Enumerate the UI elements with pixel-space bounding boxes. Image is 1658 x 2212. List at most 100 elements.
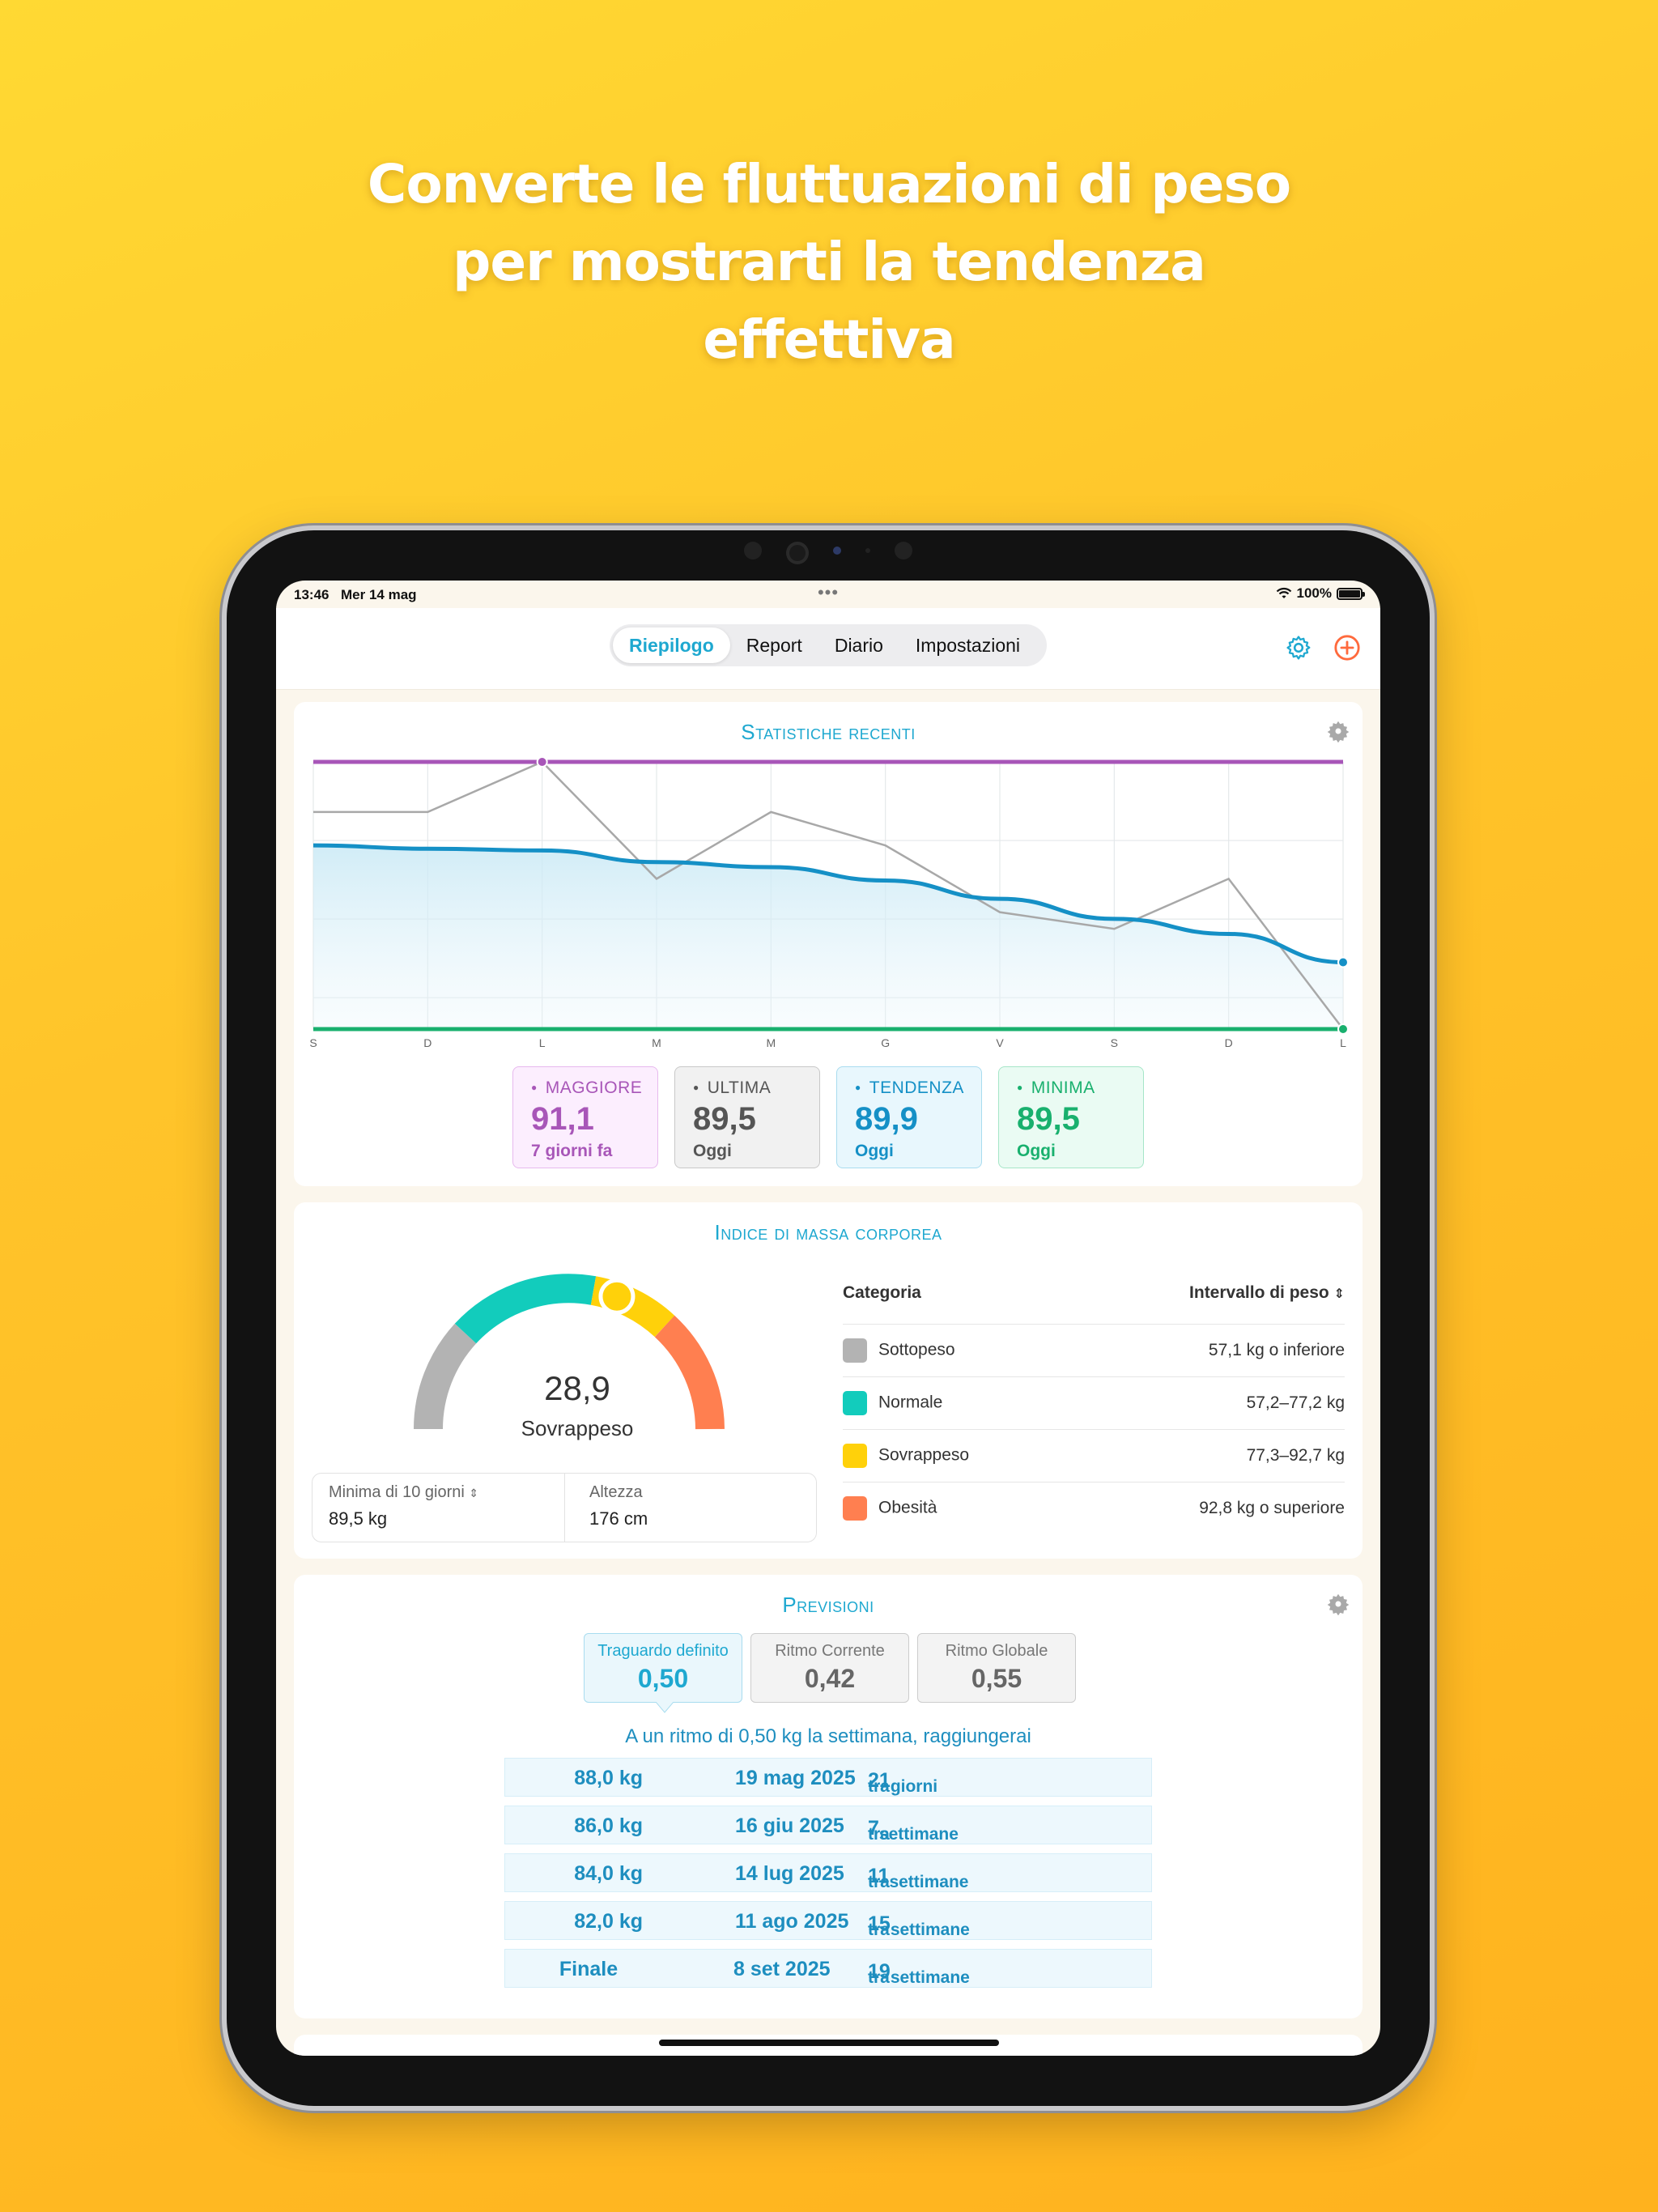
projection-remaining: tra 21 giorni (868, 1769, 937, 1796)
x-tick-label: S (1111, 1036, 1118, 1049)
rate-tab-value: 0,42 (804, 1664, 856, 1693)
remaining-num: 19 (868, 1960, 891, 1983)
raw-weight-series (313, 760, 1344, 1030)
stat-last-value: 89,5 (693, 1101, 756, 1137)
tra-word: tra (868, 1825, 890, 1844)
swatch-underweight (843, 1338, 867, 1363)
stat-max-sub: 7 giorni fa (531, 1142, 613, 1160)
swatch-obese (843, 1496, 867, 1521)
x-tick-label: M (652, 1036, 661, 1049)
remaining-unit: giorni (890, 1777, 938, 1796)
row-name: Normale (878, 1393, 943, 1412)
min-10-days-label: Minima di 10 giorni (329, 1483, 465, 1501)
remaining-num: 15 (868, 1912, 891, 1935)
height-value: 176 cm (589, 1508, 648, 1529)
status-date: Mer 14 mag (341, 587, 417, 602)
bmi-row-underweight: Sottopeso 57,1 kg o inferiore (843, 1325, 1345, 1377)
stat-min: MINIMA 89,5 Oggi (998, 1066, 1144, 1168)
remaining-unit: settimane (890, 1921, 970, 1939)
active-tab-pointer (656, 1702, 674, 1713)
projection-row: 82,0 kg 11 ago 2025 tra 15 settimane (504, 1901, 1152, 1940)
chevron-updown-icon: ⇕ (469, 1487, 479, 1499)
multitasking-dots-icon[interactable]: ••• (817, 582, 840, 602)
stat-min-label: MINIMA (1017, 1078, 1143, 1098)
tab-diario[interactable]: Diario (834, 635, 883, 656)
device-volume-down-button (1430, 706, 1437, 763)
gauge-segment-obese (654, 1315, 725, 1430)
x-tick-label: M (766, 1036, 776, 1049)
projection-date: 8 set 2025 (733, 1958, 831, 1980)
header-range[interactable]: Intervallo di peso ⇕ (1189, 1283, 1345, 1324)
projection-weight: 84,0 kg (574, 1862, 643, 1885)
sensor-dot (744, 542, 762, 559)
projection-date: 14 lug 2025 (735, 1862, 844, 1885)
bmi-card: Indice di massa corporea 28,9 Sovrappeso… (294, 1202, 1363, 1559)
headline-line-2: per mostrarti la tendenza (453, 231, 1206, 293)
bmi-category: Sovrappeso (521, 1416, 634, 1440)
bmi-title: Indice di massa corporea (714, 1220, 942, 1244)
projection-weight: 82,0 kg (574, 1910, 643, 1933)
marketing-headline: Converte le fluttuazioni di peso per mos… (0, 146, 1658, 379)
stat-trend-sub: Oggi (855, 1142, 894, 1160)
rate-tab-current[interactable]: Ritmo Corrente 0,42 (750, 1633, 909, 1703)
sort-chevron-icon: ⇕ (1333, 1287, 1345, 1301)
stat-last: ULTIMA 89,5 Oggi (674, 1066, 820, 1168)
remaining-num: 7 (868, 1817, 879, 1840)
bmi-info-box: Minima di 10 giorni ⇕ 89,5 kg Altezza 17… (312, 1473, 817, 1542)
projection-weight: 86,0 kg (574, 1814, 643, 1837)
row-name: Sovrappeso (878, 1445, 970, 1465)
remaining-unit: settimane (878, 1825, 959, 1844)
battery-percent: 100% (1296, 585, 1332, 601)
rate-tab-global[interactable]: Ritmo Globale 0,55 (917, 1633, 1076, 1703)
device-top-button (1294, 525, 1360, 532)
min-10-days-cell[interactable]: Minima di 10 giorni ⇕ 89,5 kg (329, 1483, 478, 1529)
rate-tab-label: Ritmo Globale (945, 1642, 1048, 1660)
rate-tab-label: Ritmo Corrente (775, 1642, 885, 1660)
row-range: 57,1 kg o inferiore (1208, 1341, 1345, 1359)
info-divider (564, 1474, 565, 1542)
tab-report[interactable]: Report (746, 635, 802, 656)
projection-row: 88,0 kg 19 mag 2025 tra 21 giorni (504, 1758, 1152, 1797)
projection-remaining: tra 19 settimane (868, 1960, 970, 1987)
stat-max-label: MAGGIORE (531, 1078, 657, 1098)
bmi-gauge (413, 1274, 725, 1430)
rate-tab-goal[interactable]: Traguardo definito 0,50 (584, 1633, 742, 1713)
tra-word: tra (868, 1921, 890, 1939)
swatch-normal (843, 1391, 867, 1415)
sensor-dot (833, 547, 841, 555)
remaining-unit: settimane (890, 1968, 970, 1987)
stat-last-label: ULTIMA (693, 1078, 819, 1098)
row-range: 92,8 kg o superiore (1199, 1499, 1345, 1517)
projection-date: 11 ago 2025 (735, 1910, 849, 1933)
rate-tab-label: Traguardo definito (597, 1642, 729, 1660)
tablet-device: 13:46 Mer 14 mag ••• 100% Riepilogo Repo… (227, 530, 1430, 2106)
remaining-num: 21 (868, 1769, 891, 1792)
forecast-caption: A un ritmo di 0,50 kg la settimana, ragg… (625, 1725, 1031, 1747)
swatch-overweight (843, 1444, 867, 1468)
remaining-unit: settimane (889, 1873, 969, 1891)
main-tab-control: Riepilogo Report Diario Impostazioni (610, 624, 1047, 666)
status-bar: 13:46 Mer 14 mag ••• 100% (276, 581, 1380, 608)
bmi-row-overweight: Sovrappeso 77,3–92,7 kg (843, 1430, 1345, 1482)
projection-remaining: tra 15 settimane (868, 1912, 970, 1939)
x-tick-label: S (309, 1036, 317, 1049)
chart-settings-gear-icon[interactable] (1327, 720, 1350, 742)
stat-last-sub: Oggi (693, 1142, 732, 1160)
bmi-table: Categoria Intervallo di peso ⇕ Sottopeso… (843, 1283, 1345, 1534)
stat-max: MAGGIORE 91,1 7 giorni fa (512, 1066, 658, 1168)
device-volume-up-button (1430, 638, 1437, 695)
tab-impostazioni[interactable]: Impostazioni (915, 635, 1021, 656)
trend-last-point (1337, 956, 1349, 968)
row-name: Sottopeso (878, 1340, 955, 1359)
add-entry-icon[interactable] (1333, 634, 1361, 661)
wifi-icon (1276, 587, 1291, 598)
bmi-table-header: Categoria Intervallo di peso ⇕ (843, 1283, 1345, 1325)
camera-bar (227, 542, 1430, 564)
gear-icon[interactable] (1285, 634, 1312, 661)
tab-riepilogo[interactable]: Riepilogo (613, 627, 730, 663)
forecast-settings-gear-icon[interactable] (1327, 1593, 1350, 1615)
home-indicator[interactable] (659, 2040, 999, 2046)
height-label: Altezza (589, 1483, 643, 1501)
min-point (1337, 1023, 1349, 1035)
